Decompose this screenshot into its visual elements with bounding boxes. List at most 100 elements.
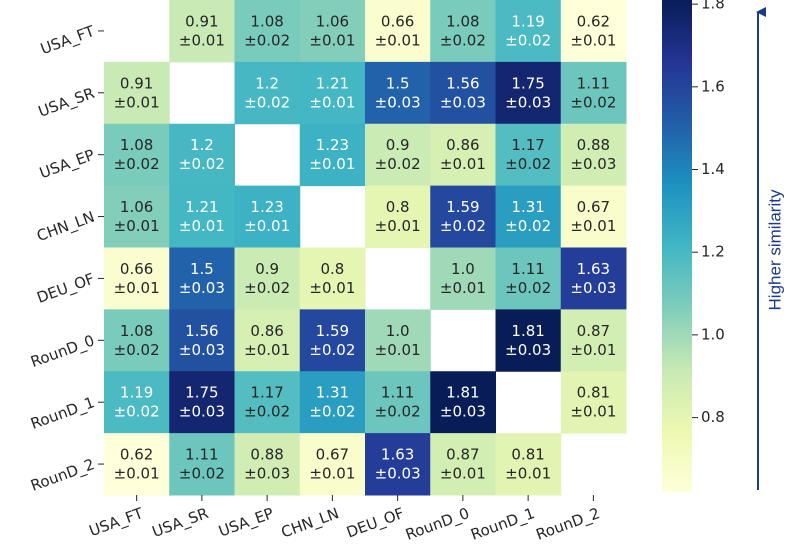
heatmap-cell: [234, 61, 301, 125]
x-tick-label: USA_EP: [216, 504, 276, 541]
cell-error-label: ±0.02: [244, 279, 290, 297]
cell-error-label: ±0.03: [440, 403, 486, 421]
heatmap-cell: [495, 123, 562, 187]
cell-error-label: ±0.03: [375, 93, 421, 111]
cell-error-label: ±0.02: [505, 31, 551, 49]
heatmap-cell: [365, 0, 431, 63]
colorbar-tick-label: 1.0: [701, 325, 725, 343]
cell-error-label: ±0.02: [309, 341, 355, 359]
cell-value-label: 1.11: [381, 384, 414, 402]
y-tick-label: RounD_1: [28, 393, 97, 434]
heatmap-cell: [299, 61, 366, 125]
heatmap-cell: [560, 309, 627, 372]
cell-error-label: ±0.01: [375, 31, 421, 49]
cell-error-label: ±0.01: [309, 155, 355, 173]
heatmap-cell: [495, 247, 562, 310]
cell-error-label: ±0.03: [375, 465, 421, 483]
cell-value-label: 0.81: [511, 446, 544, 464]
cell-error-label: ±0.01: [114, 279, 160, 297]
cell-value-label: 0.62: [120, 446, 153, 464]
cell-error-label: ±0.03: [179, 341, 225, 359]
cell-value-label: 1.08: [446, 12, 479, 30]
cell-value-label: 1.23: [316, 136, 349, 154]
cell-error-label: ±0.02: [114, 341, 160, 359]
heatmap-cell: [104, 247, 170, 310]
heatmap-cell: [104, 309, 170, 372]
cell-error-label: ±0.01: [440, 279, 486, 297]
colorbar-label: Higher similarity: [765, 189, 784, 310]
heatmap-cell: [169, 185, 235, 248]
heatmap-cell: [430, 433, 496, 496]
colorbar-tick-label: 1.8: [701, 0, 725, 13]
cell-value-label: 1.0: [386, 322, 410, 340]
cell-error-label: ±0.01: [309, 93, 355, 111]
cell-error-label: ±0.02: [375, 403, 421, 421]
cell-value-label: 1.11: [185, 446, 218, 464]
heatmap-cell: [234, 309, 301, 372]
cell-value-label: 0.9: [255, 260, 279, 278]
cell-value-label: 0.9: [386, 136, 410, 154]
cell-error-label: ±0.02: [505, 217, 551, 235]
heatmap-cell: [430, 61, 496, 125]
heatmap-cell: [104, 61, 170, 125]
cell-value-label: 1.11: [577, 74, 610, 92]
cell-value-label: 1.31: [316, 384, 349, 402]
x-tick-label: CHN_LN: [279, 504, 342, 542]
cell-error-label: ±0.02: [505, 155, 551, 173]
heatmap-cell: [430, 371, 496, 434]
cell-value-label: 0.88: [250, 446, 283, 464]
heatmap-cell: [234, 371, 301, 434]
cell-value-label: 1.08: [120, 136, 153, 154]
cell-value-label: 1.59: [316, 322, 349, 340]
cell-value-label: 1.59: [446, 198, 479, 216]
cell-error-label: ±0.02: [179, 465, 225, 483]
heatmap-cell: [430, 247, 496, 310]
cell-error-label: ±0.01: [570, 31, 616, 49]
cell-value-label: 1.56: [185, 322, 218, 340]
cell-value-label: 0.87: [577, 322, 610, 340]
cell-error-label: ±0.01: [179, 31, 225, 49]
heatmap-cell: [104, 433, 170, 496]
cell-value-label: 0.66: [381, 12, 414, 30]
cell-value-label: 1.19: [120, 384, 153, 402]
cell-error-label: ±0.01: [309, 31, 355, 49]
x-tick-label: RounD_0: [403, 504, 472, 545]
cell-value-label: 1.11: [511, 260, 544, 278]
y-tick-label: USA_EP: [37, 146, 97, 183]
heatmap-cell: [430, 0, 496, 63]
cell-value-label: 0.67: [316, 446, 349, 464]
heatmap-cell: [495, 61, 562, 125]
cell-value-label: 1.75: [185, 384, 218, 402]
cell-error-label: ±0.01: [114, 93, 160, 111]
x-tick-label: DEU_OF: [344, 504, 407, 542]
cell-value-label: 1.08: [120, 322, 153, 340]
cell-value-label: 0.88: [577, 136, 610, 154]
cell-error-label: ±0.02: [179, 155, 225, 173]
cell-error-label: ±0.01: [244, 341, 290, 359]
cell-error-label: ±0.01: [440, 155, 486, 173]
cell-error-label: ±0.01: [309, 279, 355, 297]
heatmap-cell: [234, 247, 301, 310]
heatmap-cell: [365, 61, 431, 125]
cell-error-label: ±0.02: [114, 403, 160, 421]
heatmap-cell: [169, 371, 235, 434]
heatmap-cell: [104, 185, 170, 248]
heatmap-cell: [560, 371, 627, 434]
cell-error-label: ±0.03: [570, 279, 616, 297]
cell-value-label: 0.86: [446, 136, 479, 154]
cell-error-label: ±0.02: [505, 279, 551, 297]
colorbar-tick-label: 1.2: [701, 243, 725, 261]
heatmap-cell: [560, 0, 627, 63]
cell-value-label: 0.62: [577, 12, 610, 30]
heatmap-cell: [365, 433, 431, 496]
cell-value-label: 1.08: [250, 12, 283, 30]
cell-value-label: 1.0: [451, 260, 475, 278]
heatmap-cell: [299, 0, 366, 63]
cell-value-label: 1.06: [120, 198, 153, 216]
heatmap-cell: [169, 433, 235, 496]
x-tick-label: RounD_2: [534, 504, 603, 545]
y-tick-label: USA_FT: [38, 22, 98, 59]
colorbar-tick-label: 1.4: [701, 160, 725, 178]
heatmap-cell: [495, 0, 562, 63]
